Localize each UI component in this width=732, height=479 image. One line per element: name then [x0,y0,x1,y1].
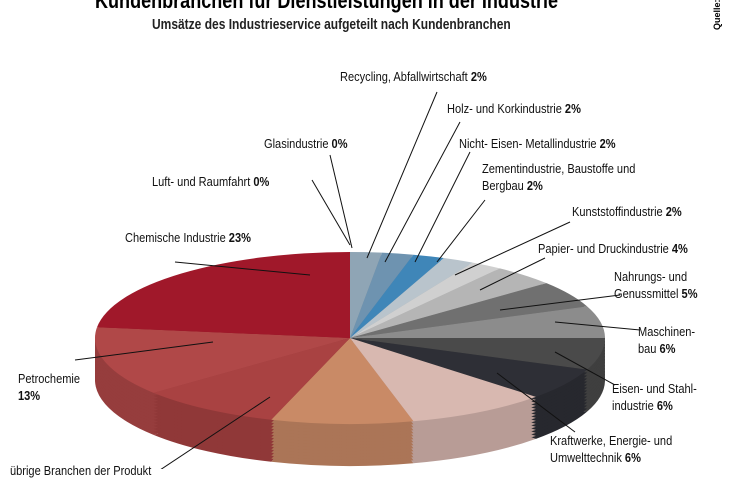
slice-label: Kraftwerke, Energie- und Umwelttechnik 6% [550,433,673,465]
pie-slice [97,252,351,338]
leader-line [329,154,353,249]
pie-slice [350,268,547,338]
pie-slice [350,254,444,338]
slice-label: Recycling, Abfallwirtschaft 2% [340,69,487,84]
pie-slice [350,306,605,338]
slice-label: Zementindustrie, Baustoffe und Bergbau 2% [482,161,636,193]
leader-line [160,396,271,469]
pie-slice [271,338,414,424]
leader-line [499,294,621,311]
leader-line [74,341,214,361]
pie-slice [350,258,473,338]
pie-chart [74,91,641,469]
slice-label: Nahrungs- und Genussmittel 5% [614,269,698,301]
chart-title: Kundenbranchen für Dienstleistungen in d… [95,0,559,13]
pie-slice [95,327,351,393]
pie-slice [350,283,588,338]
slice-label: Kunststoffindustrie 2% [572,204,682,219]
leader-line [311,179,351,246]
leader-line [366,91,438,259]
leader-line [384,121,461,263]
slice-label: Eisen- und Stahl-industrie 6% [612,381,697,413]
slice-label: Nicht- Eisen- Metallindustrie 2% [459,136,616,151]
leader-line [496,372,576,433]
slice-label: Chemische Industrie 23% [125,230,251,245]
pie-slice [350,262,500,338]
slice-label: Luft- und Raumfahrt 0% [152,174,270,189]
leader-line [554,321,641,331]
pie-slice [153,338,350,420]
pie-slice [350,252,414,338]
slice-label: Glasindustrie 0% [264,136,348,151]
slice-label: Maschinen-bau 6% [638,324,696,356]
leader-line [554,351,616,386]
pie-slice [350,338,536,422]
slice-label: Petrochemie 13% [18,371,81,403]
pie-slice [350,252,382,338]
leader-line [174,261,311,276]
pie-slice [350,338,588,397]
chart-subtitle: Umsätze des Industrieservice aufgeteilt … [152,16,511,33]
slice-label: Papier- und Druckindustrie 4% [538,241,688,256]
leader-line [454,221,571,276]
slice-label: Holz- und Korkindustrie 2% [447,101,581,116]
slice-label: übrige Branchen der Produkt [10,463,152,478]
leader-line [479,257,546,291]
leader-line [414,151,471,263]
pie-slice [350,338,605,370]
leader-line [436,199,486,263]
